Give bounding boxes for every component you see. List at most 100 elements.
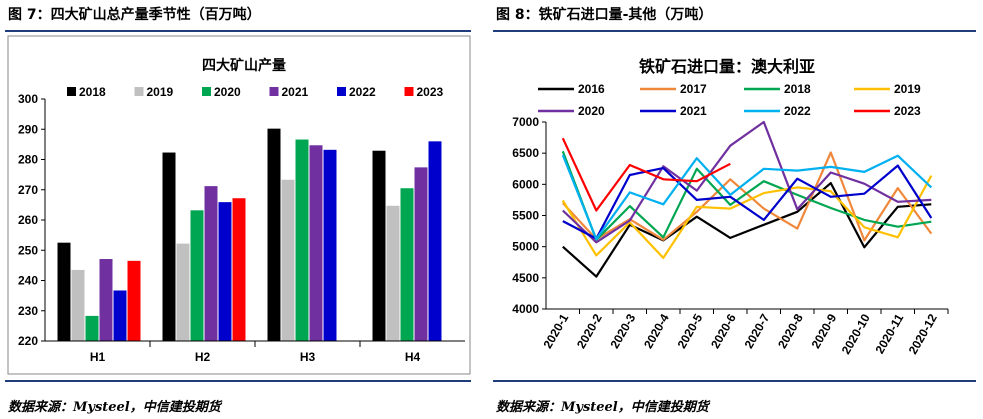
- bar-2022-H4: [428, 141, 442, 341]
- line-series-2018: [561, 150, 932, 241]
- bar-chart-x-axis: H1 H2 H3 H4: [45, 340, 465, 364]
- line-y-tick-label: 4500: [512, 271, 539, 285]
- bar-legend-label-2021: 2021: [282, 85, 309, 99]
- bar-x-tick-label: H2: [195, 350, 211, 364]
- line-chart-title: 铁矿石进口量：澳大利亚: [639, 57, 815, 76]
- line-series-2019: [561, 175, 933, 259]
- line-chart-series: [561, 120, 933, 278]
- bar-2022-H3: [323, 149, 337, 341]
- line-x-tick-label: 2020-12: [906, 311, 940, 356]
- line-x-tick-label: 2020-3: [608, 311, 639, 351]
- bar-2019-H1: [71, 269, 85, 341]
- left-figure-title: 图 7：四大矿山总产量季节性（百万吨）: [8, 7, 261, 23]
- bar-y-tick-label: 240: [18, 274, 38, 288]
- bar-chart-bars: [57, 128, 442, 341]
- bar-legend-swatch-2021: [269, 87, 279, 96]
- line-x-tick-label: 2020-10: [839, 311, 873, 356]
- bar-y-tick-label: 250: [18, 243, 38, 257]
- line-x-tick-label: 2020-2: [574, 311, 605, 351]
- bar-2021-H1: [99, 259, 113, 341]
- line-x-tick-label: 2020-6: [708, 311, 739, 351]
- line-chart: 铁矿石进口量：澳大利亚 2016 2017 2018 2019 2020 2021 2022…: [512, 57, 949, 357]
- line-x-tick-label: 2020-4: [641, 311, 672, 351]
- line-series-2021: [562, 164, 933, 240]
- bar-2021-H2: [204, 186, 218, 341]
- line-x-tick-label: 2020-7: [742, 311, 773, 351]
- line-chart-x-axis: 2020-1 2020-2 2020-3 2020-4 2020-5 2020-6 2020…: [541, 308, 949, 357]
- bar-2018-H2: [162, 152, 176, 341]
- line-y-tick-label: 7000: [512, 115, 539, 129]
- bar-2021-H4: [414, 167, 428, 341]
- bar-2019-H4: [386, 205, 400, 341]
- left-bottom-rule: [5, 380, 471, 382]
- line-y-tick-label: 6500: [512, 146, 539, 160]
- line-legend-label-2016: 2016: [578, 82, 605, 96]
- line-y-tick-label: 5000: [512, 240, 539, 254]
- bar-2020-H3: [295, 139, 309, 341]
- line-legend-label-2021: 2021: [680, 104, 707, 118]
- bar-y-tick-label: 260: [18, 213, 38, 227]
- right-source-note: 数据来源：Mysteel，中信建投期货: [496, 400, 709, 415]
- left-source-note: 数据来源：Mysteel，中信建投期货: [8, 400, 221, 415]
- bar-2023-H1: [127, 260, 141, 341]
- bar-legend-label-2022: 2022: [349, 85, 376, 99]
- bar-legend-label-2018: 2018: [79, 85, 106, 99]
- bar-2018-H4: [372, 150, 386, 341]
- bar-x-tick-label: H1: [90, 350, 106, 364]
- bar-legend-swatch-2020: [202, 87, 211, 96]
- bar-y-tick-label: 270: [18, 183, 38, 197]
- bar-chart: 四大矿山产量 2018 2019 2020 2021 2022 2023 220 230 24…: [7, 35, 471, 375]
- right-top-rule: [493, 30, 976, 32]
- left-top-rule: [5, 30, 471, 32]
- line-legend-label-2023: 2023: [894, 104, 921, 118]
- bar-2022-H2: [218, 202, 232, 341]
- bar-chart-y-axis: 220 230 240 250 260 270 280 290 300: [18, 92, 46, 348]
- bar-x-tick-label: H4: [405, 350, 421, 364]
- right-bottom-rule: [493, 380, 976, 382]
- line-series-2023: [561, 137, 731, 212]
- bar-2019-H2: [176, 243, 190, 341]
- bar-2018-H3: [267, 128, 281, 341]
- bar-legend-swatch-2018: [67, 87, 76, 96]
- bar-legend-label-2019: 2019: [147, 85, 174, 99]
- right-figure-title: 图 8：铁矿石进口量-其他（万吨）: [496, 7, 713, 23]
- bar-legend-label-2020: 2020: [214, 85, 241, 99]
- line-x-tick-label: 2020-8: [775, 311, 806, 351]
- line-series-2020: [562, 120, 932, 244]
- line-series-2022: [561, 154, 933, 241]
- bar-legend-swatch-2019: [134, 87, 144, 96]
- line-chart-legend: 2016 2017 2018 2019 2020 2021 2022 2023: [538, 82, 921, 118]
- bar-y-tick-label: 220: [18, 334, 38, 348]
- bar-2019-H3: [281, 179, 295, 341]
- bar-y-tick-label: 230: [18, 304, 38, 318]
- line-chart-y-axis: 4000 4500 5000 5500 6000 6500 7000: [512, 115, 547, 316]
- bar-y-tick-label: 290: [18, 122, 38, 136]
- bar-chart-title: 四大矿山产量: [202, 57, 286, 73]
- bar-2021-H3: [309, 145, 323, 341]
- line-y-tick-label: 6000: [512, 177, 539, 191]
- bar-legend-swatch-2022: [337, 87, 346, 96]
- bar-x-tick-label: H3: [300, 350, 316, 364]
- line-y-tick-label: 4000: [512, 302, 539, 316]
- line-legend-label-2017: 2017: [680, 82, 707, 96]
- line-x-tick-label: 2020-5: [675, 311, 706, 351]
- line-legend-label-2018: 2018: [784, 82, 811, 96]
- bar-y-tick-label: 300: [18, 92, 38, 106]
- line-legend-label-2022: 2022: [784, 104, 811, 118]
- line-x-tick-label: 2020-1: [541, 311, 572, 351]
- bar-2022-H1: [113, 290, 127, 341]
- bar-chart-frame: [7, 35, 471, 375]
- bar-2020-H1: [85, 315, 99, 341]
- bar-y-tick-label: 280: [18, 153, 38, 167]
- line-legend-label-2020: 2020: [578, 104, 605, 118]
- line-x-tick-label: 2020-9: [809, 311, 840, 351]
- line-x-tick-label: 2020-11: [873, 311, 907, 356]
- line-series-2016: [562, 182, 932, 278]
- bar-2023-H2: [232, 198, 246, 341]
- bar-legend-swatch-2023: [404, 87, 414, 96]
- bar-chart-legend: 2018 2019 2020 2021 2022 2023: [67, 85, 444, 99]
- line-y-tick-label: 5500: [512, 209, 539, 223]
- bar-2020-H2: [190, 210, 204, 341]
- bar-2020-H4: [400, 188, 414, 341]
